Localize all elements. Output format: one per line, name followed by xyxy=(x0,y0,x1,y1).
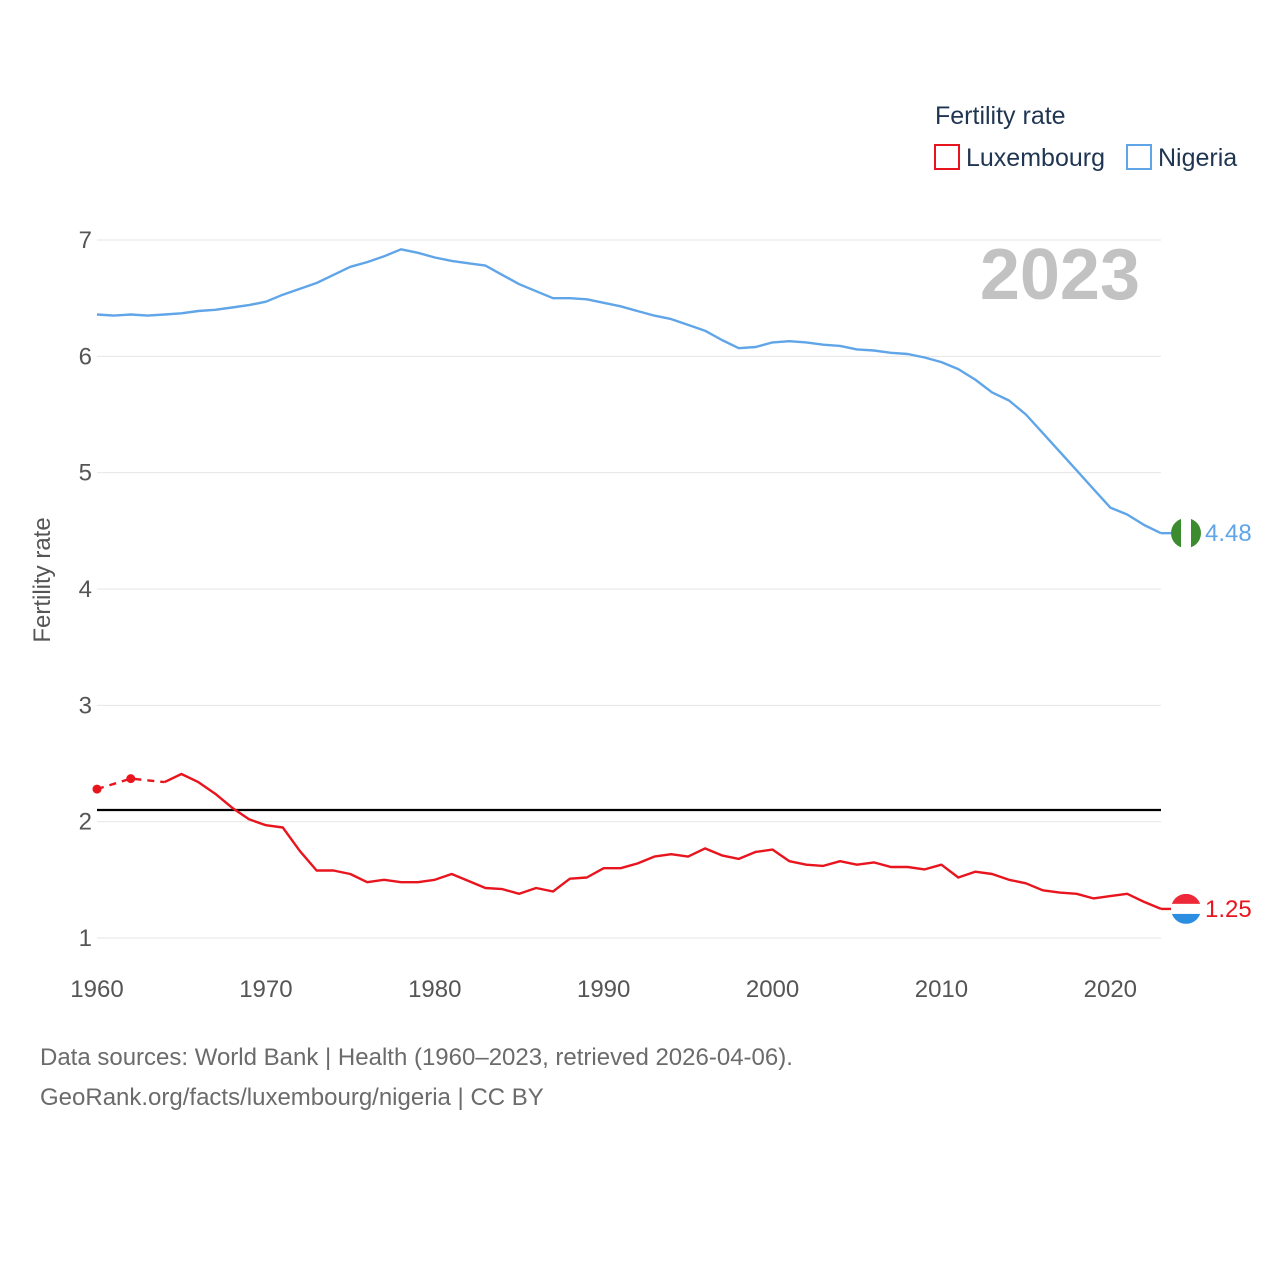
series-line-nigeria xyxy=(96,248,1162,535)
series-marker-luxembourg-1962 xyxy=(126,774,136,784)
y-tick-label-6: 6 xyxy=(79,343,92,370)
x-tick-label-1990: 1990 xyxy=(577,976,630,1003)
x-tick-label-2000: 2000 xyxy=(746,976,799,1003)
y-tick-label-7: 7 xyxy=(79,227,92,254)
y-tick-label-1: 1 xyxy=(79,925,92,952)
legend: Fertility rate Luxembourg Nigeria xyxy=(934,102,1237,172)
series-dashed-luxembourg xyxy=(96,777,165,791)
x-tick-label-1970: 1970 xyxy=(239,976,292,1003)
x-tick-label-2020: 2020 xyxy=(1084,976,1137,1003)
x-tick-label-1980: 1980 xyxy=(408,976,461,1003)
series-line-luxembourg xyxy=(164,772,1162,911)
axis-ticks: 1 2 3 4 5 6 7 1960 1970 1980 1990 2000 2010 2020 xyxy=(70,227,1137,1003)
x-tick-label-1960: 1960 xyxy=(70,976,123,1003)
legend-label-luxembourg[interactable]: Luxembourg xyxy=(966,144,1105,172)
y-tick-label-2: 2 xyxy=(79,809,92,836)
series-lines xyxy=(92,248,1162,911)
series-end-markers: 1.25 4.48 xyxy=(1161,518,1252,924)
nigeria-flag-icon xyxy=(1171,518,1201,549)
series-marker-luxembourg-1960 xyxy=(92,784,102,794)
gridlines xyxy=(97,239,1161,939)
footer-link[interactable]: GeoRank.org/facts/luxembourg/nigeria | C… xyxy=(40,1084,544,1111)
y-axis-title: Fertility rate xyxy=(29,517,56,642)
end-value-label-nigeria: 4.48 xyxy=(1205,520,1252,547)
year-display: 2023 xyxy=(980,235,1140,315)
luxembourg-flag-icon xyxy=(1171,893,1201,924)
legend-label-nigeria[interactable]: Nigeria xyxy=(1158,144,1237,172)
legend-title: Fertility rate xyxy=(935,102,1066,130)
y-tick-label-4: 4 xyxy=(79,576,92,603)
y-tick-label-3: 3 xyxy=(79,692,92,719)
legend-swatch-luxembourg[interactable] xyxy=(934,144,960,170)
y-tick-label-5: 5 xyxy=(79,460,92,487)
end-value-label-luxembourg: 1.25 xyxy=(1205,896,1252,923)
legend-swatch-nigeria[interactable] xyxy=(1126,144,1152,170)
footer-sources: Data sources: World Bank | Health (1960–… xyxy=(40,1044,793,1071)
x-tick-label-2010: 2010 xyxy=(915,976,968,1003)
